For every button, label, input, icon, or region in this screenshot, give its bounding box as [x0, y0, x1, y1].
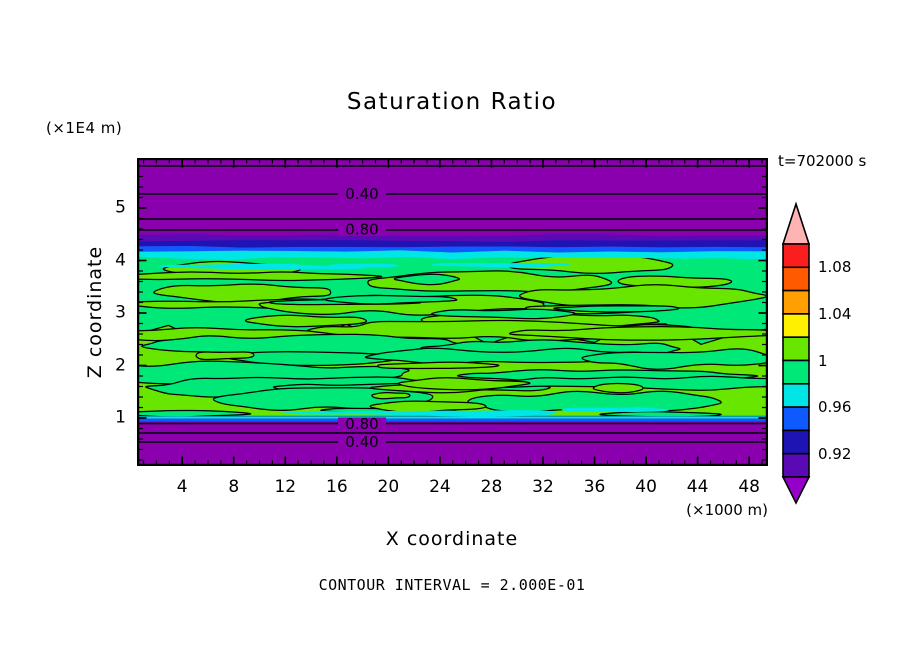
x-tick-label: 32 — [532, 477, 554, 497]
colorbar-tick-label: 1.04 — [818, 304, 852, 323]
colorbar-tick-label: 0.96 — [818, 398, 852, 417]
x-tick-label: 16 — [326, 477, 348, 497]
y-tick-label: 3 — [115, 302, 126, 323]
colorbar-tick-label: 0.92 — [818, 444, 852, 463]
x-tick-label: 24 — [429, 477, 451, 497]
colorbar — [781, 199, 811, 509]
x-axis-label: X coordinate — [385, 528, 519, 550]
contour-label: 0.80 — [345, 221, 378, 239]
contour-label: 0.40 — [345, 433, 378, 451]
x-tick-label: 36 — [583, 477, 606, 497]
x-axis-unit: (×1000 m) — [686, 501, 768, 519]
contour-interval-note: CONTOUR INTERVAL = 2.000E-01 — [318, 576, 586, 594]
x-tick-label: 48 — [738, 477, 760, 497]
time-annotation: t=702000 s — [778, 152, 867, 170]
x-tick-label: 40 — [635, 477, 657, 497]
x-tick-label: 8 — [228, 477, 240, 497]
contour-label: 0.80 — [345, 415, 378, 433]
contour-plot-svg: 0.400.800.800.40 — [136, 157, 769, 467]
y-axis-unit: (×1E4 m) — [46, 119, 123, 137]
colorbar-tick-label: 1 — [818, 351, 828, 370]
chart-title: Saturation Ratio — [346, 89, 558, 115]
x-tick-label: 20 — [377, 477, 400, 497]
x-tick-label: 28 — [480, 477, 503, 497]
y-tick-label: 5 — [115, 197, 126, 218]
x-tick-label: 44 — [686, 477, 709, 497]
x-tick-label: 12 — [274, 477, 297, 497]
y-tick-label: 2 — [115, 355, 126, 376]
contour-label: 0.40 — [345, 185, 378, 203]
x-tick-label: 4 — [176, 477, 188, 497]
y-tick-label: 1 — [115, 407, 126, 428]
y-tick-label: 4 — [115, 250, 126, 271]
contour-plot-area: 0.40 0.80 0.80 0.40 — [136, 157, 769, 467]
colorbar-svg — [781, 201, 811, 505]
colorbar-tick-label: 1.08 — [818, 258, 852, 277]
